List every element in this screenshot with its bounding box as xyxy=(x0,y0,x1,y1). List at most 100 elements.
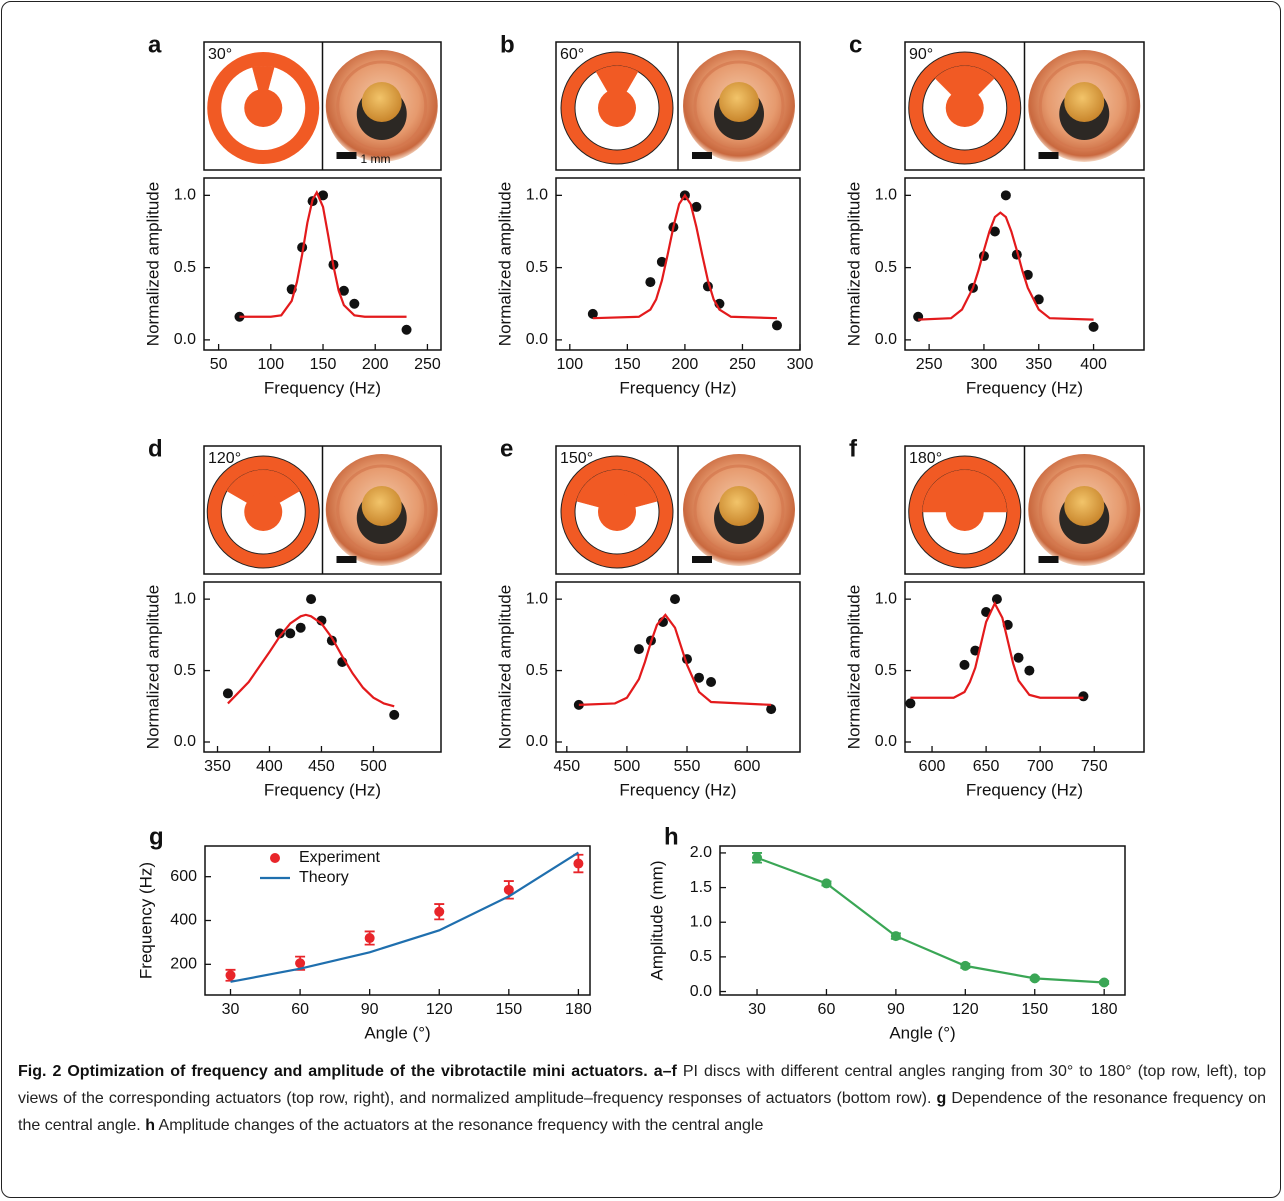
scale-bar xyxy=(692,556,712,563)
caption-text: Amplitude changes of the actuators at th… xyxy=(158,1117,764,1134)
x-tick-label: 450 xyxy=(553,758,580,775)
plot-frame xyxy=(904,177,1145,351)
x-tick-label: 400 xyxy=(256,758,283,775)
scale-bar xyxy=(692,152,712,159)
y-tick-label: 0.5 xyxy=(526,259,548,276)
data-point xyxy=(316,615,327,626)
inset-label: 30° xyxy=(208,46,232,63)
x-axis-label: Frequency (Hz) xyxy=(264,378,381,397)
data-point xyxy=(1088,321,1099,332)
data-point xyxy=(389,709,400,720)
x-tick-label: 200 xyxy=(672,356,699,373)
y-axis-label: Amplitude (mm) xyxy=(647,861,666,981)
x-tick-label: 90 xyxy=(887,1001,905,1018)
disc-center xyxy=(244,493,283,531)
data-point xyxy=(1000,190,1011,201)
data-point xyxy=(222,688,233,699)
y-tick-label: 1.0 xyxy=(526,590,548,607)
data-point xyxy=(1024,665,1035,676)
x-axis-label: Frequency (Hz) xyxy=(966,780,1083,799)
inset-label: 90° xyxy=(909,46,933,63)
x-tick-label: 100 xyxy=(257,356,284,373)
data-point xyxy=(306,594,317,605)
x-axis-label: Angle (°) xyxy=(889,1023,955,1042)
y-tick-label: 0.5 xyxy=(690,948,712,965)
series-line xyxy=(910,600,1084,699)
x-tick-label: 150 xyxy=(495,1001,522,1018)
y-tick-label: 0.0 xyxy=(875,331,897,348)
y-tick-label: 200 xyxy=(170,956,197,973)
legend-label: Theory xyxy=(299,869,349,886)
y-axis-label: Normalized amplitude xyxy=(844,182,863,346)
data-point xyxy=(991,594,1002,605)
plot-frame xyxy=(555,177,801,351)
data-point xyxy=(573,858,584,869)
disc-center xyxy=(945,89,984,127)
y-tick-label: 0.5 xyxy=(174,662,196,679)
data-point xyxy=(295,622,306,633)
x-tick-label: 250 xyxy=(916,356,943,373)
x-tick-label: 500 xyxy=(614,758,641,775)
scale-bar xyxy=(336,556,357,563)
caption: Fig. 2 Optimization of frequency and amp… xyxy=(18,1058,1266,1139)
photo-rim xyxy=(1038,464,1130,556)
x-tick-label: 150 xyxy=(1021,1001,1048,1018)
disc-center xyxy=(598,89,636,127)
y-tick-label: 1.0 xyxy=(690,913,712,930)
disc-sector xyxy=(576,469,658,513)
panel-label: b xyxy=(500,31,515,58)
series-line xyxy=(918,211,1094,321)
data-point xyxy=(401,324,412,335)
disc-sector xyxy=(922,469,1008,513)
data-point xyxy=(295,958,306,969)
x-tick-label: 400 xyxy=(1080,356,1107,373)
x-tick-label: 90 xyxy=(361,1001,379,1018)
caption-text: Dependence of the resonance frequency on… xyxy=(18,1090,1267,1134)
x-tick-label: 150 xyxy=(614,356,641,373)
x-tick-label: 120 xyxy=(426,1001,453,1018)
x-tick-label: 350 xyxy=(1025,356,1052,373)
data-point xyxy=(1029,973,1040,984)
photo-rim xyxy=(336,60,428,152)
caption-label: g xyxy=(936,1090,947,1107)
y-axis-label: Frequency (Hz) xyxy=(136,862,155,979)
y-tick-label: 0.0 xyxy=(690,983,712,1000)
series-line xyxy=(592,193,778,320)
data-point xyxy=(989,226,1000,237)
inset-label: 120° xyxy=(208,450,241,467)
disc-center xyxy=(598,493,636,531)
y-tick-label: 1.0 xyxy=(875,187,897,204)
data-point xyxy=(587,308,598,319)
caption-text: PI discs with different central angles r… xyxy=(18,1063,1267,1107)
plot-frame xyxy=(904,581,1145,753)
data-point xyxy=(274,628,285,639)
data-point xyxy=(821,878,832,889)
data-point xyxy=(645,277,656,288)
x-tick-label: 750 xyxy=(1081,758,1108,775)
x-tick-label: 650 xyxy=(973,758,1000,775)
data-point xyxy=(752,852,763,863)
photo-rim xyxy=(1038,60,1130,152)
y-tick-label: 2.0 xyxy=(690,844,712,861)
data-point xyxy=(1078,691,1089,702)
x-tick-label: 350 xyxy=(204,758,231,775)
inset-label: 150° xyxy=(560,450,593,467)
data-point xyxy=(318,190,329,201)
data-point xyxy=(633,644,644,655)
x-axis-label: Frequency (Hz) xyxy=(264,780,381,799)
scale-label: 1 mm xyxy=(361,152,391,166)
data-point xyxy=(338,285,349,296)
x-axis-label: Frequency (Hz) xyxy=(619,378,736,397)
y-tick-label: 1.0 xyxy=(526,187,548,204)
disc-sector xyxy=(226,469,300,513)
caption-label: h xyxy=(145,1117,155,1134)
x-tick-label: 700 xyxy=(1027,758,1054,775)
data-point xyxy=(364,933,375,944)
data-point xyxy=(225,970,236,981)
data-point xyxy=(1033,294,1044,305)
y-tick-label: 0.5 xyxy=(174,259,196,276)
y-tick-label: 600 xyxy=(170,868,197,885)
disc-sector xyxy=(252,65,275,109)
